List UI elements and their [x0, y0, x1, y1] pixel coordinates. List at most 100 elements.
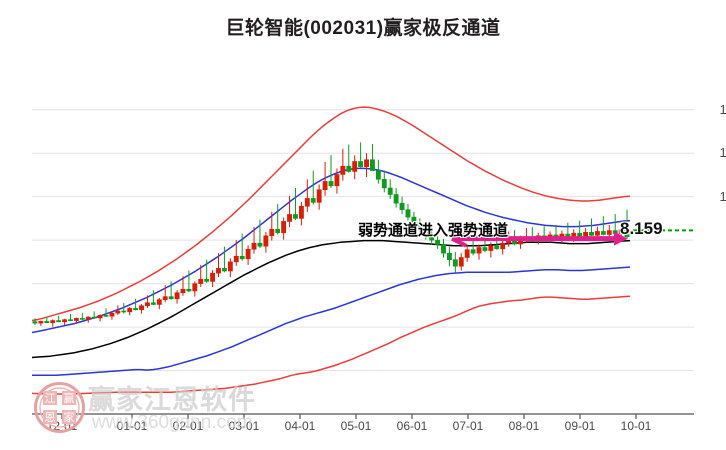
candlestick [340, 165, 346, 175]
candlestick [411, 216, 417, 224]
candlestick [476, 247, 482, 254]
candlestick [227, 261, 233, 272]
candlestick [322, 181, 328, 191]
candlestick [589, 232, 594, 236]
candlestick [423, 229, 429, 237]
candlestick [204, 278, 210, 282]
candlestick [139, 305, 144, 310]
channel-band-line [31, 167, 631, 334]
candlestick [464, 249, 470, 258]
candlestick [133, 308, 139, 310]
candlestick [441, 244, 446, 254]
channel-band-line [31, 239, 631, 359]
candlestick [68, 319, 73, 321]
candlestick [150, 302, 156, 305]
candlestick [387, 187, 393, 195]
candlestick [417, 222, 423, 230]
candlestick [334, 174, 340, 187]
price-arrow [451, 229, 628, 248]
candlestick [281, 221, 287, 234]
candlestick [506, 240, 512, 244]
candlestick [174, 292, 180, 300]
candlestick [494, 245, 500, 250]
candlestick [482, 247, 488, 251]
candlestick [210, 272, 216, 282]
gridlines [32, 109, 694, 415]
candlestick [38, 321, 44, 324]
x-axis-label: 08-01 [508, 419, 540, 433]
seal-logo-icon: 江 赢 恩 家 [33, 381, 86, 434]
candlestick [85, 316, 91, 320]
candlestick [109, 312, 115, 317]
candlestick [79, 318, 85, 320]
y-axis-label: 12 [719, 145, 726, 161]
candlestick [73, 318, 79, 321]
candlestick [56, 320, 62, 323]
candlestick [239, 255, 245, 260]
channel-band-line [32, 266, 631, 377]
candlestick [97, 315, 103, 319]
candlestick [198, 278, 204, 284]
x-axis-label: 06-01 [396, 419, 428, 433]
candlestick [156, 299, 162, 305]
page-title: 巨轮智能(002031)赢家极反通道 [225, 18, 501, 39]
candlestick [145, 302, 150, 307]
candlestick [577, 232, 583, 237]
candlestick [399, 202, 405, 211]
candlestick [115, 310, 121, 314]
channel-band-line [31, 295, 631, 395]
candlestick [103, 315, 109, 317]
x-axis-label: 02-01 [172, 419, 204, 433]
candlestick [346, 165, 352, 172]
candlestick [233, 255, 239, 263]
candlestick [44, 321, 50, 324]
candlestick [452, 259, 458, 267]
x-axis-label: 09-01 [564, 419, 596, 433]
candlestick [512, 240, 517, 245]
candlestick [381, 178, 387, 189]
y-axis-label: 4 [700, 319, 726, 334]
candlestick [304, 198, 310, 207]
candlestick [50, 320, 56, 324]
candlestick [458, 257, 464, 267]
candlestick [429, 235, 435, 241]
candlestick [257, 242, 263, 247]
candlestick [245, 248, 251, 260]
watermark-url: www.360gann.com [92, 412, 253, 433]
x-axis-label: 03-01 [228, 419, 260, 433]
candlestick [370, 159, 375, 171]
watermark-text: 赢家江恩软件 [88, 385, 256, 415]
candlestick [168, 296, 174, 300]
candlestick [352, 161, 358, 172]
candlestick [221, 268, 227, 272]
channel-bands [31, 106, 631, 395]
candlestick [358, 161, 364, 167]
candlestick [600, 231, 606, 235]
y-axis-label: 0 [700, 406, 726, 421]
candlestick [606, 230, 612, 235]
candlestick [121, 310, 127, 313]
x-axis-label: 01-01 [116, 419, 148, 433]
candlestick [32, 321, 38, 324]
svg-text:恩: 恩 [45, 411, 56, 424]
candlestick [470, 249, 476, 254]
candlestick [316, 189, 322, 203]
y-axis-label: 2 [700, 363, 726, 378]
svg-text:赢: 赢 [64, 391, 75, 405]
last-price-label: 8.159 [620, 219, 663, 238]
candlestick [435, 239, 441, 245]
y-axis-label: 6 [700, 276, 726, 291]
candlestick [251, 242, 257, 250]
candlestick [127, 308, 133, 313]
candlestick [62, 319, 67, 323]
svg-text:家: 家 [64, 410, 75, 424]
candlestick [375, 170, 381, 180]
candlestick [287, 214, 292, 222]
candlestick [192, 283, 198, 292]
candlestick [91, 316, 97, 319]
channel-annotation-label: 弱势通道进入强势通道 [358, 222, 509, 239]
candlestick [186, 288, 192, 292]
candlestick [328, 181, 334, 187]
candlestick-series [32, 142, 630, 327]
